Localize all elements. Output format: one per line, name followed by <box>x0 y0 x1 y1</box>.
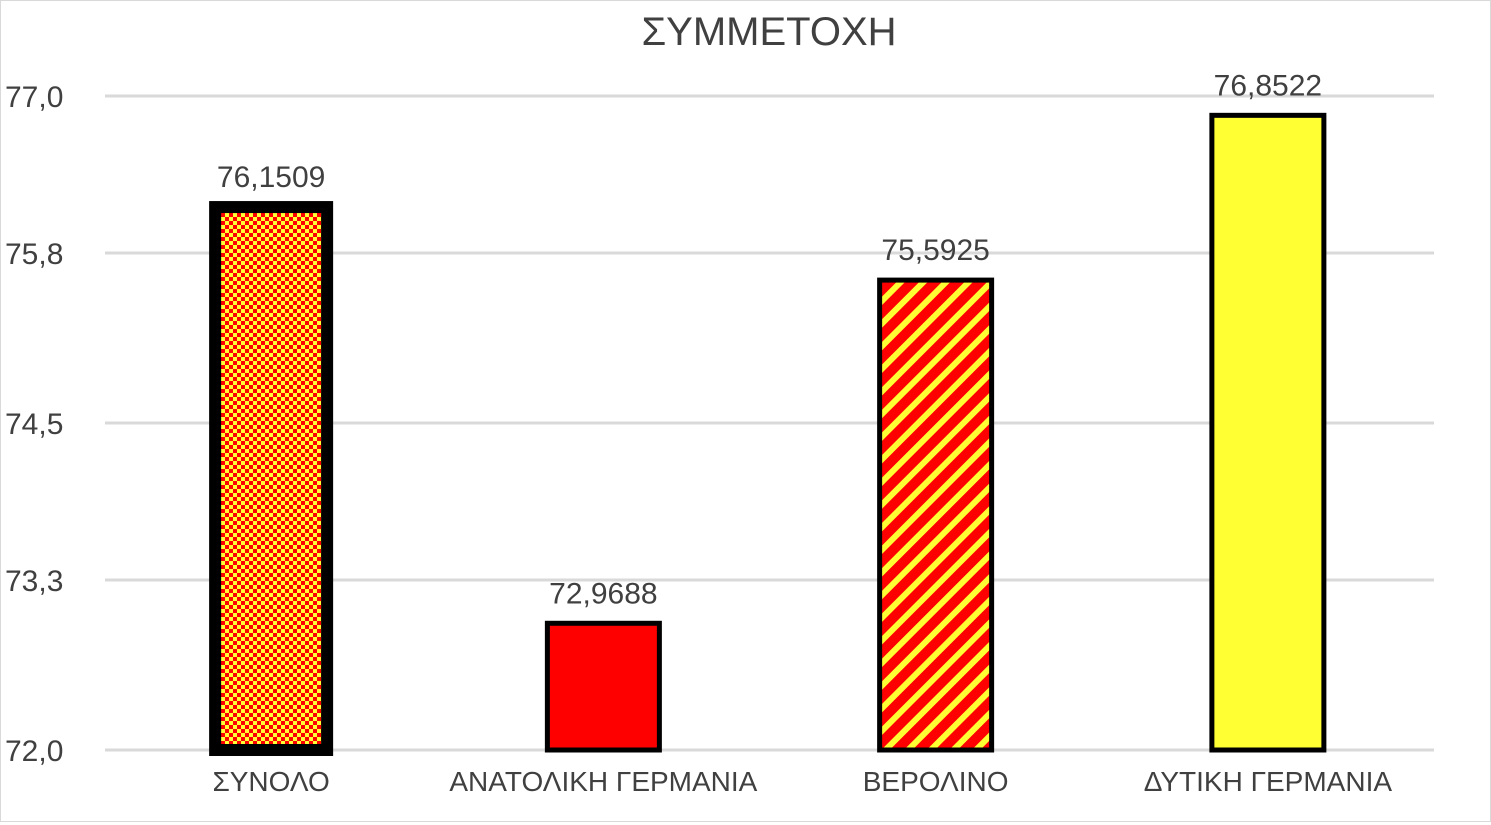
x-tick-label: ΣΥΝΟΛΟ <box>212 766 329 797</box>
bar <box>877 277 995 753</box>
data-label: 72,9688 <box>549 577 657 610</box>
data-label: 75,5925 <box>881 234 989 267</box>
bar <box>544 620 662 753</box>
x-tick-label: ΒΕΡΟΛΙΝΟ <box>863 766 1009 797</box>
y-tick-label: 73,3 <box>5 565 63 598</box>
bars <box>209 112 1327 757</box>
data-label: 76,8522 <box>1214 69 1322 102</box>
x-axis: ΣΥΝΟΛΟ ΑΝΑΤΟΛΙΚΗ ΓΕΡΜΑΝΙΑ ΒΕΡΟΛΙΝΟ ΔΥΤΙΚΗ Γ… <box>212 766 1392 797</box>
bar <box>209 201 334 757</box>
y-tick-label: 77,0 <box>5 81 63 114</box>
bar <box>1209 112 1327 753</box>
data-label: 76,1509 <box>217 161 325 194</box>
y-tick-label: 74,5 <box>5 408 63 441</box>
x-tick-label: ΔΥΤΙΚΗ ΓΕΡΜΑΝΙΑ <box>1144 766 1393 797</box>
chart-title: ΣΥΜΜΕΤΟΧΗ <box>641 10 896 54</box>
y-tick-label: 72,0 <box>5 735 63 768</box>
data-labels: 76,1509 72,9688 75,5925 76,8522 <box>217 69 1322 610</box>
y-tick-label: 75,8 <box>5 238 63 271</box>
y-axis: 72,0 73,3 74,5 75,8 77,0 <box>5 81 63 768</box>
x-tick-label: ΑΝΑΤΟΛΙΚΗ ΓΕΡΜΑΝΙΑ <box>449 766 757 797</box>
